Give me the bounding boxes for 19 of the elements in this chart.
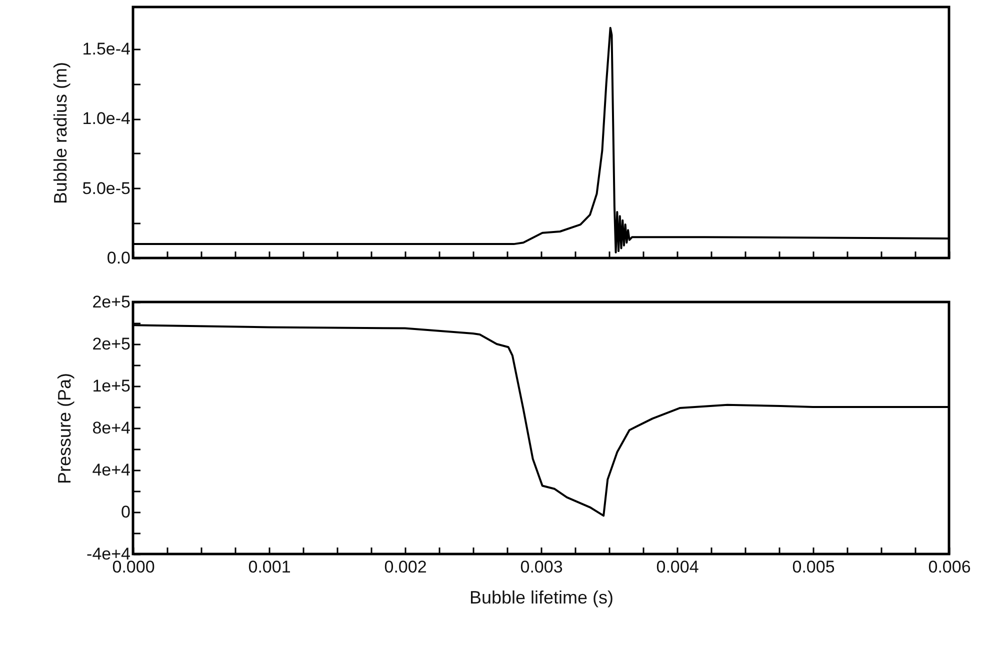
y-tick-label: 5.0e-5 <box>82 178 130 198</box>
x-tick-label: 0.006 <box>928 558 971 576</box>
x-tick-label: 0.001 <box>248 558 291 576</box>
y-tick-label: 1.5e-4 <box>82 39 130 58</box>
y-tick-label: 2e+5 <box>92 334 130 354</box>
y-axis-title: Bubble radius (m) <box>50 62 70 204</box>
y-axis-title: Pressure (Pa) <box>54 372 75 484</box>
x-tick-label: 0.003 <box>520 558 563 576</box>
y-tick-label: 0.0 <box>106 248 130 268</box>
x-tick-label: 0.004 <box>656 558 699 576</box>
y-tick-label: 2e+5 <box>92 292 130 312</box>
y-tick-label: 0 <box>121 502 130 522</box>
y-tick-label: 8e+4 <box>92 418 130 438</box>
x-tick-label: 0.002 <box>384 558 427 576</box>
x-axis-title: Bubble lifetime (s) <box>469 588 614 608</box>
y-tick-label: 4e+4 <box>92 460 130 480</box>
x-tick-label: 0.005 <box>792 558 835 576</box>
y-tick-label: 1.0e-4 <box>82 109 130 128</box>
y-tick-label: 1e+5 <box>92 376 130 396</box>
